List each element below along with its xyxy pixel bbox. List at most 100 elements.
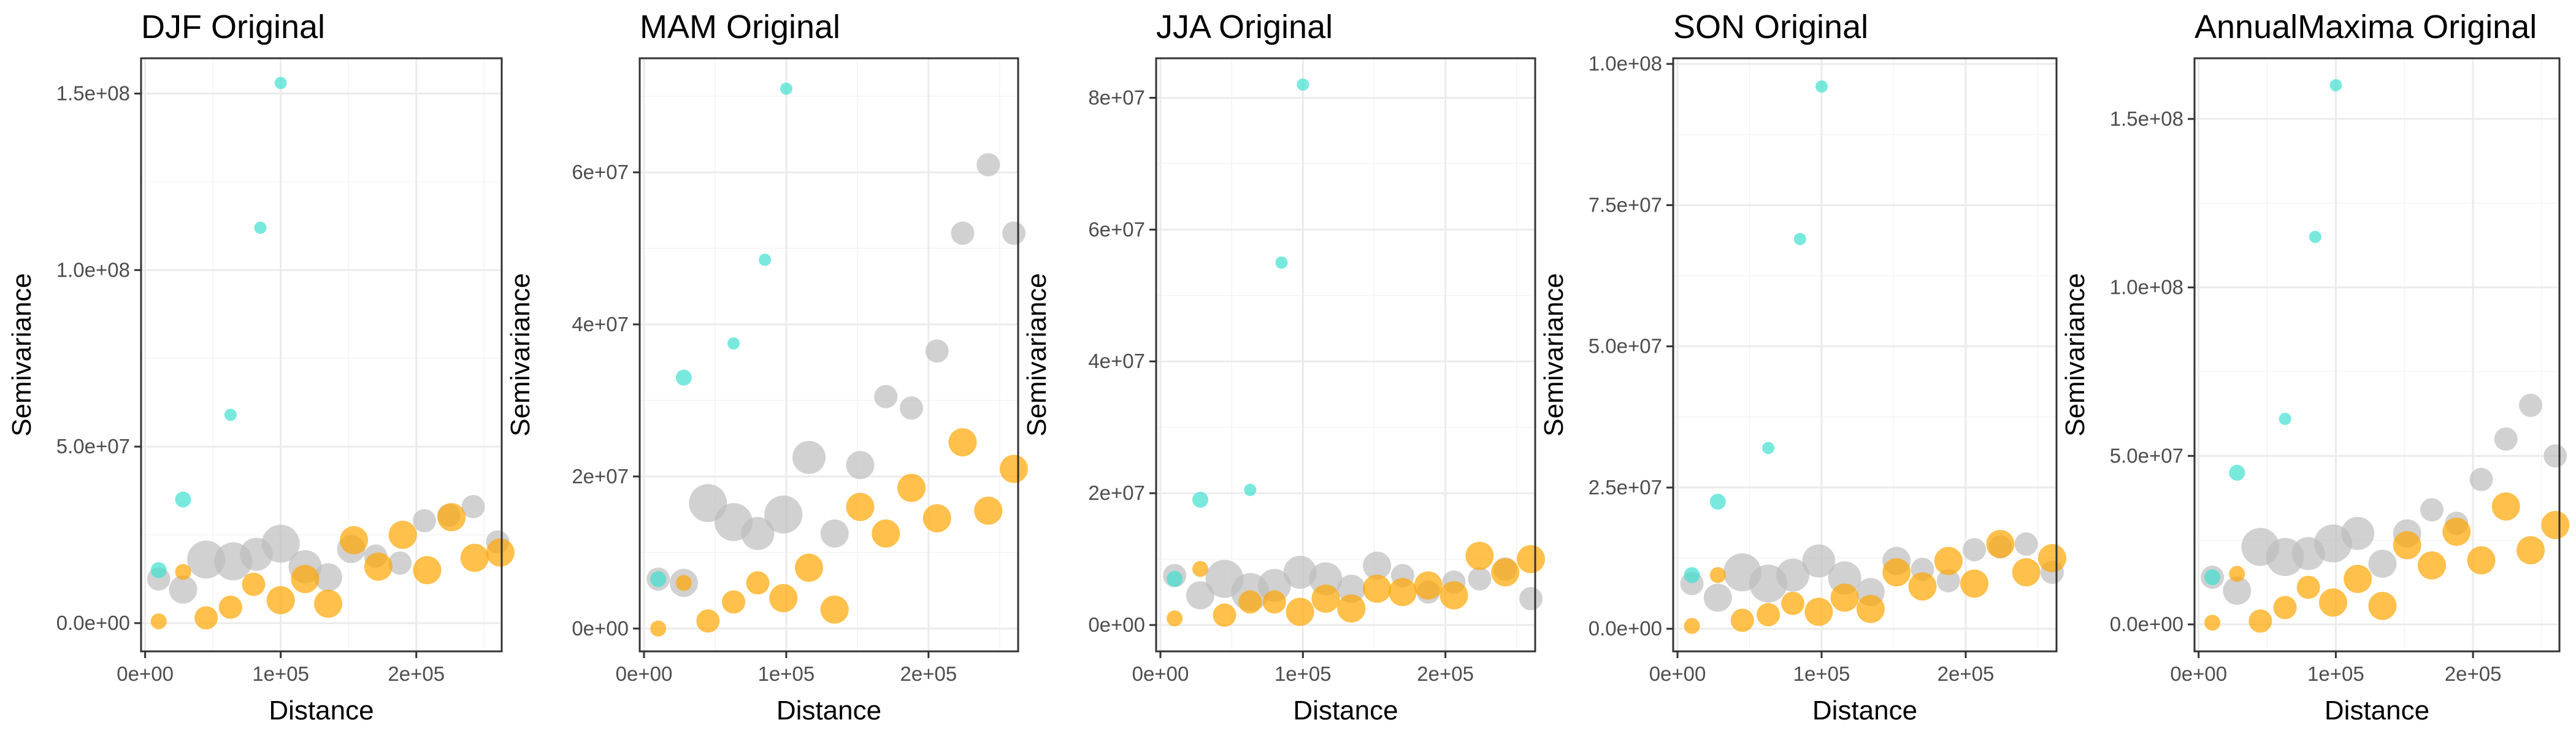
y-tick-label: 1.5e+08 — [56, 82, 130, 105]
simulated-point — [951, 221, 975, 245]
fitted-point — [460, 543, 489, 572]
simulated-point — [1363, 551, 1392, 580]
observed-point — [759, 253, 772, 266]
simulated-point — [846, 451, 875, 480]
y-tick-label: 5.0e+07 — [56, 435, 130, 458]
x-tick-label: 0e+00 — [1649, 662, 1706, 685]
fitted-point — [1363, 574, 1392, 603]
simulated-point — [2014, 532, 2038, 556]
fitted-point — [675, 575, 692, 591]
observed-point — [1762, 442, 1775, 454]
y-tick-label: 1.5e+08 — [2110, 107, 2183, 130]
observed-point — [1709, 493, 1726, 510]
fitted-point — [769, 584, 798, 613]
fitted-point — [437, 503, 466, 532]
fitted-point — [2012, 558, 2041, 587]
fitted-point — [1439, 581, 1468, 610]
fitted-point — [2037, 544, 2066, 573]
fitted-point — [1882, 558, 1911, 587]
x-tick-label: 1e+05 — [758, 662, 815, 685]
observed-series — [1684, 80, 1828, 583]
fitted-point — [1167, 610, 1183, 627]
fitted-point — [1934, 546, 1963, 575]
fitted-point — [746, 571, 770, 595]
simulated-point — [1828, 561, 1861, 595]
panel-title: DJF Original — [141, 9, 325, 45]
simulated-point — [2223, 577, 2252, 605]
simulated-point — [1468, 567, 1492, 591]
fitted-point — [2318, 588, 2347, 617]
fitted-point — [266, 586, 295, 615]
x-axis-title: Distance — [1293, 696, 1398, 726]
simulated-point — [792, 440, 826, 474]
simulated-series — [646, 153, 1026, 597]
fitted-point — [2467, 546, 2496, 575]
x-tick-label: 2e+05 — [388, 662, 445, 685]
fitted-point — [1337, 594, 1366, 623]
observed-point — [2229, 464, 2245, 481]
simulated-series — [147, 495, 510, 604]
fitted-point — [2442, 517, 2471, 546]
simulated-point — [2519, 393, 2543, 417]
y-axis-title: Semivariance — [1022, 273, 1052, 437]
observed-point — [2279, 412, 2291, 425]
observed-point — [2204, 569, 2221, 586]
y-tick-label: 2e+07 — [572, 465, 629, 488]
simulated-point — [1283, 556, 1317, 589]
x-tick-label: 2e+05 — [900, 662, 957, 685]
fitted-point — [897, 473, 926, 502]
fitted-point — [1730, 608, 1754, 632]
y-axis-title: Semivariance — [1539, 273, 1569, 437]
observed-point — [650, 571, 667, 588]
simulated-point — [1002, 221, 1026, 245]
y-tick-label: 1.0e+08 — [56, 258, 130, 281]
y-tick-label: 2e+07 — [1088, 481, 1145, 504]
y-axis-title: Semivariance — [2060, 273, 2090, 437]
panel-2: 0e+00 1e+05 2e+05 0e+00 2e+07 4e+07 6e+07 MAM O… — [505, 9, 1029, 726]
y-tick-label: 0e+00 — [572, 617, 629, 640]
fitted-point — [1262, 590, 1286, 614]
fitted-series — [650, 428, 1029, 637]
fitted-point — [722, 590, 746, 614]
simulated-point — [314, 563, 343, 592]
x-axis-title: Distance — [1812, 696, 1917, 726]
y-tick-label: 5.0e+07 — [1589, 335, 1662, 358]
plot-border — [1672, 57, 2058, 653]
fitted-point — [388, 521, 417, 550]
simulated-point — [900, 396, 924, 420]
fitted-point — [1491, 558, 1520, 587]
fitted-point — [1856, 594, 1885, 623]
fitted-point — [2417, 551, 2446, 580]
fitted-point — [1781, 591, 1805, 615]
observed-point — [1244, 483, 1257, 496]
x-tick-label: 1e+05 — [252, 662, 309, 685]
y-axis-title: Semivariance — [7, 273, 37, 437]
fitted-point — [340, 526, 369, 554]
y-tick-label: 4e+07 — [1088, 350, 1145, 372]
panel-title: AnnualMaxima Original — [2195, 9, 2537, 45]
observed-point — [1297, 78, 1309, 91]
simulated-series — [2201, 393, 2567, 605]
fitted-point — [1213, 603, 1236, 627]
simulated-point — [2469, 467, 2493, 491]
observed-point — [1192, 491, 1209, 508]
fitted-point — [2541, 510, 2570, 539]
fitted-point — [1517, 545, 1546, 573]
x-tick-label: 2e+05 — [1417, 662, 1474, 685]
y-tick-label: 7.5e+07 — [1589, 193, 1662, 216]
fitted-point — [486, 538, 515, 567]
simulated-point — [2420, 498, 2444, 522]
observed-point — [675, 369, 692, 386]
observed-point — [254, 221, 267, 234]
plot-background — [640, 58, 1018, 651]
fitted-point — [922, 504, 951, 533]
y-tick-label: 1.0e+08 — [1589, 52, 1662, 75]
observed-point — [727, 337, 740, 350]
fitted-point — [2229, 565, 2245, 582]
fitted-point — [1830, 583, 1859, 612]
observed-point — [175, 491, 191, 508]
simulated-point — [1703, 583, 1732, 612]
fitted-point — [2248, 609, 2272, 633]
x-tick-label: 2e+05 — [2445, 662, 2502, 685]
